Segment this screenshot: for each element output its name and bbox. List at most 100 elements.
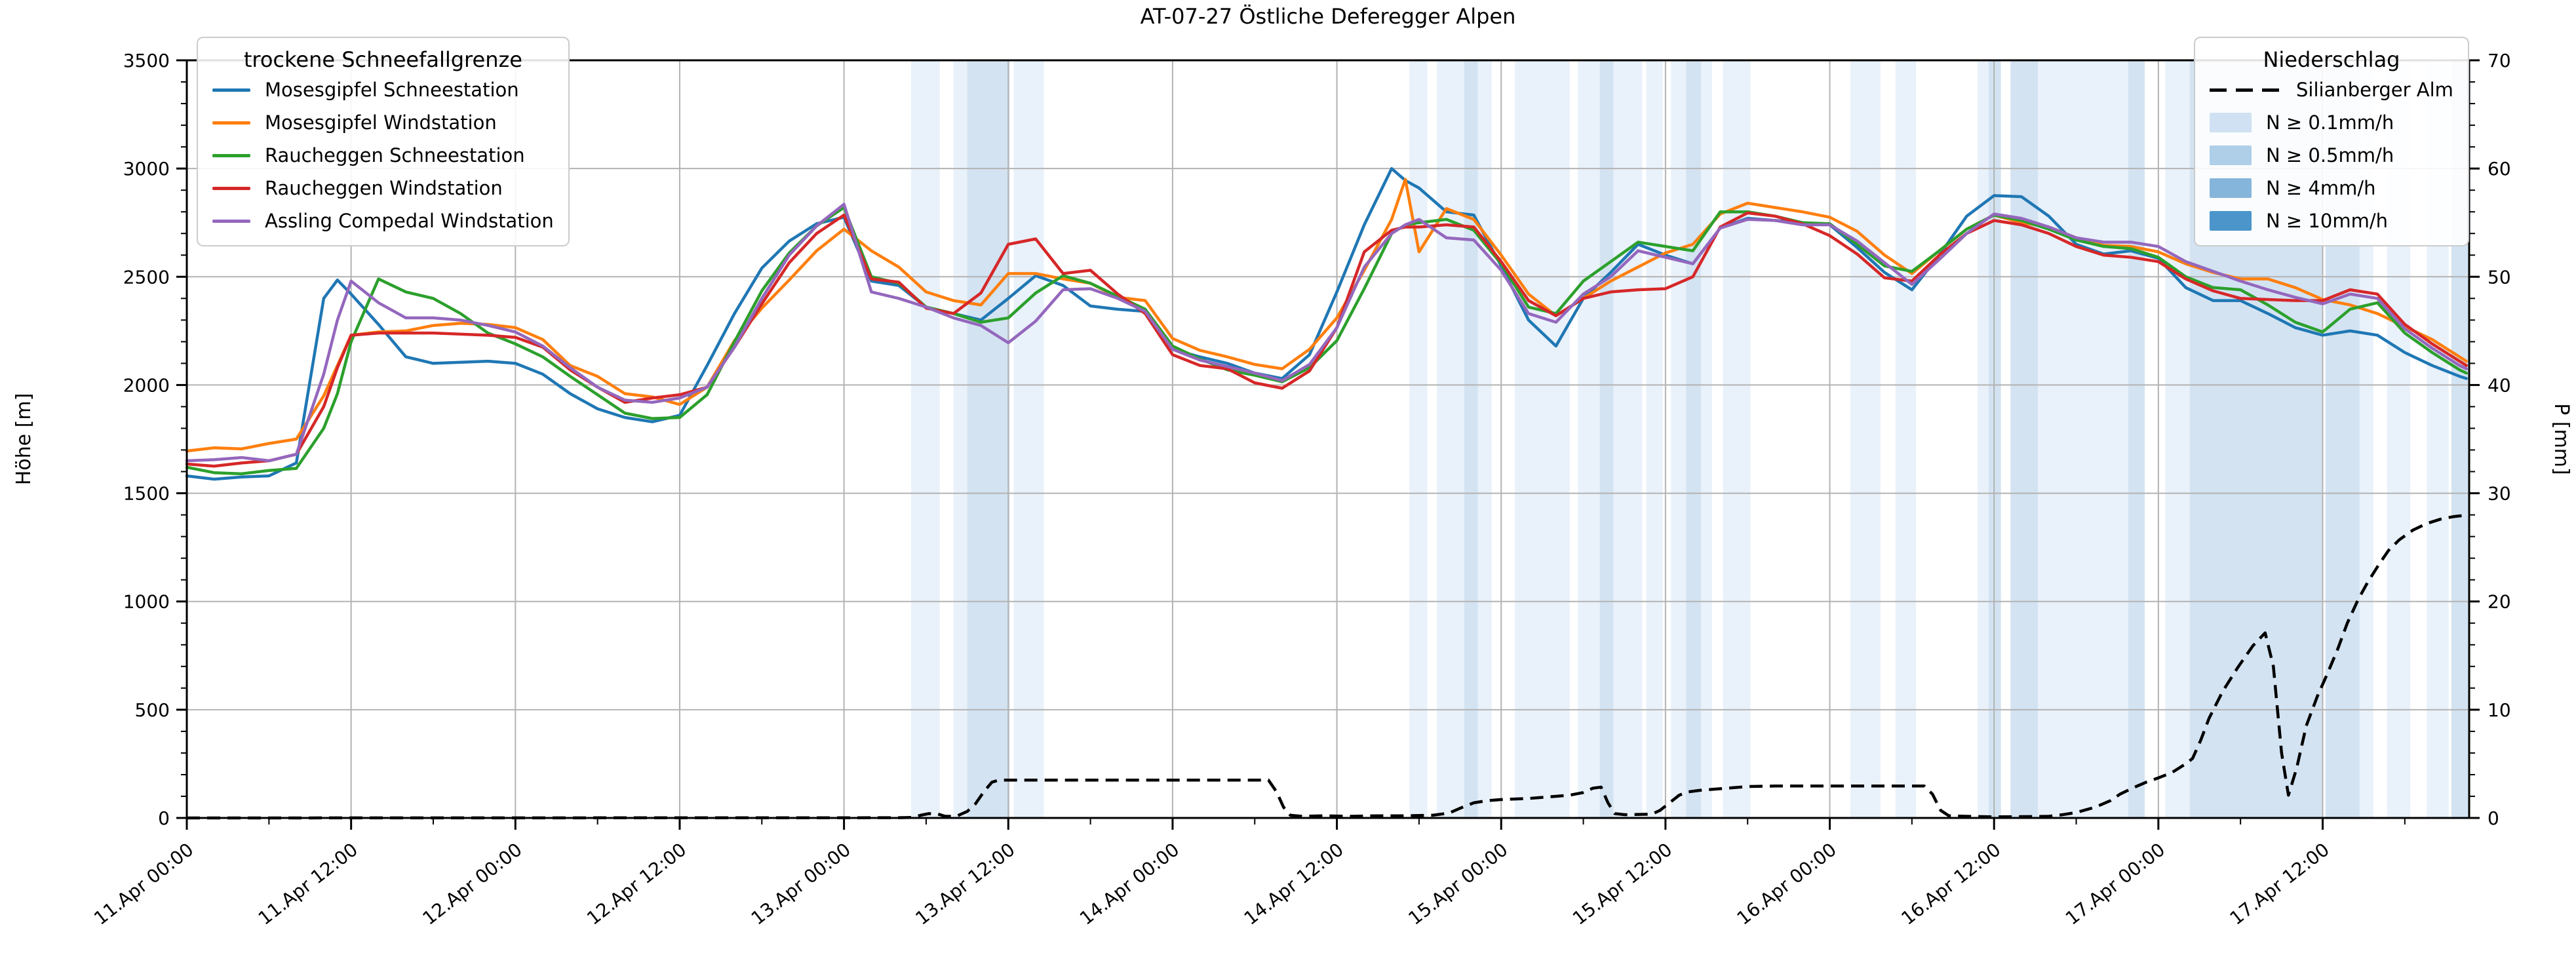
line-swatch-icon (212, 186, 250, 190)
precip-band (1978, 60, 1989, 818)
legend-entry-label: Assling Compedal Windstation (265, 210, 554, 232)
legend-entry-label: N ≥ 10mm/h (2266, 210, 2388, 232)
x-tick-label: 16.Apr 00:00 (1733, 839, 1841, 929)
line-swatch-icon (212, 88, 250, 92)
x-tick-label: 15.Apr 12:00 (1569, 839, 1676, 929)
precip-band (2128, 60, 2145, 818)
gridlines-layer (187, 60, 2469, 818)
precip-band (967, 60, 1010, 818)
tick-label: 3500 (123, 50, 170, 71)
precip-band (1701, 60, 1712, 818)
legend-precip-title: Niederschlag (2263, 47, 2400, 72)
x-tick-label: 17.Apr 00:00 (2061, 839, 2169, 929)
legend-precip-band-entry: N ≥ 10mm/h (2210, 210, 2453, 232)
legend-snowline-items: Mosesgipfel Schneestation Mosesgipfel Win… (212, 79, 554, 232)
x-tick-label: 13.Apr 00:00 (747, 839, 855, 929)
precip-band (1515, 60, 1570, 818)
legend-entry-label: N ≥ 4mm/h (2266, 177, 2376, 199)
precip-band (1599, 60, 1614, 818)
precip-line-silianberger-alm (186, 513, 2470, 820)
plot-border (185, 59, 2470, 819)
legend-precip-band-entry: N ≥ 4mm/h (2210, 177, 2453, 199)
precip-band (1578, 60, 1600, 818)
legend-snowline: trockene Schneefallgrenze Mosesgipfel Sc… (197, 37, 570, 246)
precip-band (2010, 60, 2039, 818)
precip-band (1850, 60, 1881, 818)
snowline-series-layer (185, 166, 2469, 481)
precip-band (1437, 60, 1464, 818)
band-swatch-icon (2210, 178, 2252, 198)
tick-label: 1500 (123, 483, 170, 505)
legend-snowline-entry: Mosesgipfel Windstation (212, 111, 554, 134)
legend-snowline-entry: Mosesgipfel Schneestation (212, 79, 554, 101)
tick-label: 30 (2488, 483, 2511, 505)
precip-band (1671, 60, 1687, 818)
tick-label: 20 (2488, 591, 2511, 613)
precip-band (1013, 60, 1044, 818)
line-swatch-icon (212, 153, 250, 157)
line-swatch-icon (212, 219, 250, 223)
tick-label: 70 (2488, 50, 2511, 71)
tick-label: 500 (135, 699, 170, 721)
precip-band (1895, 60, 1917, 818)
x-tick-label: 11.Apr 00:00 (90, 839, 197, 929)
precip-dashed-line (186, 513, 2470, 820)
x-tick-label: 11.Apr 12:00 (254, 839, 362, 929)
tick-label: 40 (2488, 374, 2511, 396)
band-swatch-icon (2210, 211, 2252, 231)
x-tick-label: 12.Apr 00:00 (418, 839, 526, 929)
x-tick-label: 15.Apr 00:00 (1404, 839, 1512, 929)
legend-entry-label: Mosesgipfel Schneestation (265, 79, 519, 101)
legend-snowline-entry: Raucheggen Windstation (212, 177, 554, 199)
right-axis-label: P [mm] (2550, 403, 2573, 475)
legend-precip-line-entry: Silianberger Alm (2210, 79, 2453, 101)
tick-label: 2000 (123, 374, 170, 396)
precip-band (1613, 60, 1643, 818)
x-tick-label: 16.Apr 12:00 (1897, 839, 2004, 929)
line-swatch-icon (212, 121, 250, 125)
tick-label: 10 (2488, 699, 2511, 721)
legend-snowline-entry: Assling Compedal Windstation (212, 210, 554, 232)
precip-band (1686, 60, 1702, 818)
series-2 (185, 206, 2469, 476)
x-tick-label: 12.Apr 12:00 (583, 839, 690, 929)
precip-band (953, 60, 967, 818)
legend-entry-label: Raucheggen Schneestation (265, 144, 525, 166)
legend-entry-label: Silianberger Alm (2296, 79, 2453, 101)
legend-precip-band-entry: N ≥ 0.5mm/h (2210, 144, 2453, 166)
tick-label: 3000 (123, 158, 170, 180)
precip-band (1988, 60, 2001, 818)
precip-band (910, 60, 940, 818)
chart-title: AT-07-27 Östliche Deferegger Alpen (1140, 4, 1516, 29)
legend-entry-label: Mosesgipfel Windstation (265, 111, 497, 134)
legend-entry-label: N ≥ 0.5mm/h (2266, 144, 2394, 166)
band-swatch-icon (2210, 113, 2252, 132)
legend-snowline-title: trockene Schneefallgrenze (243, 47, 522, 72)
precip-band (1646, 60, 1663, 818)
precip-band (2165, 60, 2190, 818)
tick-label: 1000 (123, 591, 170, 613)
tick-label: 50 (2488, 266, 2511, 288)
legend-entry-label: Raucheggen Windstation (265, 177, 503, 199)
tick-label: 60 (2488, 158, 2511, 180)
series-4 (185, 203, 2469, 463)
x-tick-label: 13.Apr 12:00 (911, 839, 1019, 929)
precip-band (2359, 60, 2373, 818)
x-tick-label: 14.Apr 12:00 (1240, 839, 1348, 929)
x-tick-label: 14.Apr 00:00 (1076, 839, 1183, 929)
precip-band (2038, 60, 2128, 818)
legend-precip: Niederschlag Silianberger Alm N ≥ 0.1mm/h… (2194, 37, 2469, 246)
legend-entry-label: N ≥ 0.1mm/h (2266, 111, 2394, 134)
tick-label: 0 (2488, 807, 2499, 829)
tick-label: 0 (158, 807, 170, 829)
tick-label: 2500 (123, 266, 170, 288)
left-axis-label: Höhe [m] (12, 393, 35, 486)
legend-snowline-entry: Raucheggen Schneestation (212, 144, 554, 166)
legend-precip-band-entry: N ≥ 0.1mm/h (2210, 111, 2453, 134)
band-swatch-icon (2210, 146, 2252, 165)
precip-band (1409, 60, 1428, 818)
legend-precip-items: Silianberger Alm N ≥ 0.1mm/h N ≥ 0.5mm/h N … (2210, 79, 2453, 232)
dashed-line-swatch-icon (2210, 88, 2282, 92)
